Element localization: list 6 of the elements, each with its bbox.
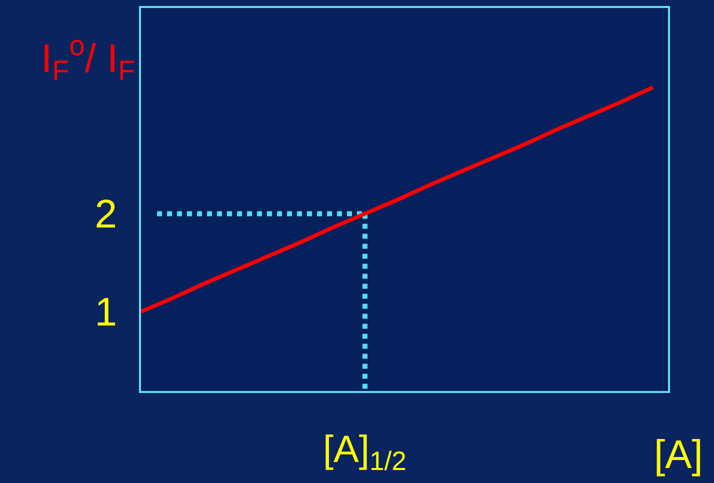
y-tick-label: 2 <box>94 192 117 237</box>
y-tick-label: 1 <box>94 290 117 335</box>
line-series <box>141 85 655 314</box>
ref-line-label: [A]$_{1/2}$ <box>323 429 406 476</box>
x-axis-title: [A] <box>654 433 703 477</box>
y-axis-title: I$_{F}$$^{o}$/ I$_{F}$ <box>41 30 136 86</box>
